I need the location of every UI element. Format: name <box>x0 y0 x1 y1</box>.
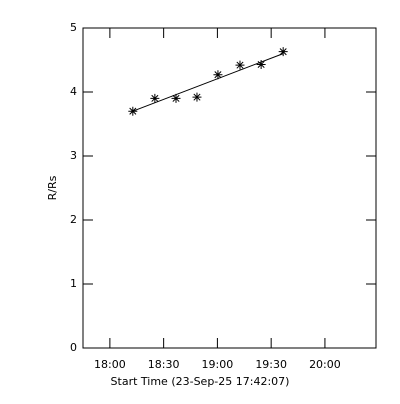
x-tick-label: 20:00 <box>309 358 341 371</box>
plot-frame <box>82 27 377 349</box>
y-axis-label: R/Rs <box>46 175 59 200</box>
x-tick-label: 19:30 <box>255 358 287 371</box>
data-point <box>213 70 223 80</box>
x-tick-label: 18:00 <box>94 358 126 371</box>
y-tick-label: 4 <box>70 85 77 98</box>
data-point <box>171 93 181 103</box>
y-tick-label: 3 <box>70 149 77 162</box>
fit-line <box>132 53 284 112</box>
y-tick-label: 2 <box>70 213 77 226</box>
data-point <box>192 92 202 102</box>
x-tick-label: 18:30 <box>148 358 180 371</box>
x-tick-label: 19:00 <box>202 358 234 371</box>
x-axis-label: Start Time (23-Sep-25 17:42:07) <box>111 375 290 388</box>
data-point <box>278 47 288 57</box>
y-tick-label: 0 <box>70 341 77 354</box>
y-tick-label: 1 <box>70 277 77 290</box>
data-point <box>150 93 160 103</box>
data-point <box>256 59 266 69</box>
y-tick-label: 5 <box>70 21 77 34</box>
data-point <box>235 60 245 70</box>
